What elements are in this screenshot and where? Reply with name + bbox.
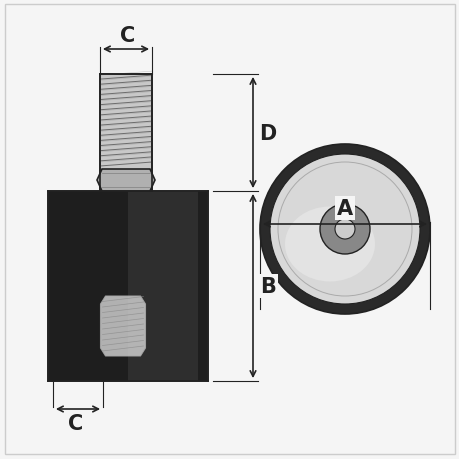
Text: C: C [68,413,84,433]
Text: C: C [120,26,135,46]
Circle shape [269,155,419,304]
Text: B: B [259,276,275,297]
Ellipse shape [285,207,374,282]
Text: D: D [259,123,276,143]
Text: A: A [336,199,353,218]
Polygon shape [128,191,197,381]
Polygon shape [100,297,145,356]
Polygon shape [97,170,155,191]
Polygon shape [100,75,151,191]
Polygon shape [48,191,207,381]
Circle shape [319,205,369,254]
Circle shape [334,219,354,240]
Circle shape [259,145,429,314]
